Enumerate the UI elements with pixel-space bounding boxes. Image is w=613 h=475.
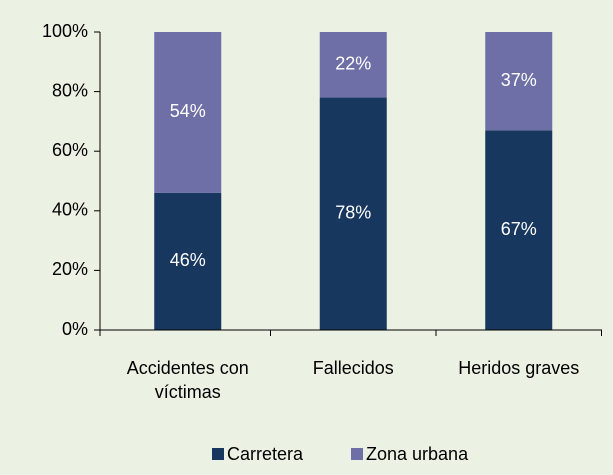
value-label: 54% [170,101,206,121]
bars [154,32,553,330]
y-tick-label: 100% [42,21,88,41]
legend-label: Zona urbana [366,444,469,464]
x-tick-label: Heridos graves [458,358,579,378]
bar-segment [485,32,553,131]
legend-swatch [351,448,363,460]
bar-segment [319,32,387,98]
bar-segment [485,130,553,330]
value-label: 67% [501,219,537,239]
value-label: 37% [501,70,537,90]
value-label: 78% [335,203,371,223]
value-label: 22% [335,54,371,74]
legend-label: Carretera [227,444,304,464]
x-tick-label: Fallecidos [313,358,394,378]
y-tick-label: 20% [52,259,88,279]
x-tick-label: Accidentes con víctimas [127,358,249,402]
bar-segment [154,32,222,193]
legend-swatch [212,448,224,460]
bar-segment [319,97,387,330]
bar-segment [154,192,222,330]
y-tick-label: 60% [52,140,88,160]
y-tick-label: 80% [52,80,88,100]
value-label: 46% [170,250,206,270]
y-tick-label: 40% [52,200,88,220]
y-tick-label: 0% [62,319,88,339]
